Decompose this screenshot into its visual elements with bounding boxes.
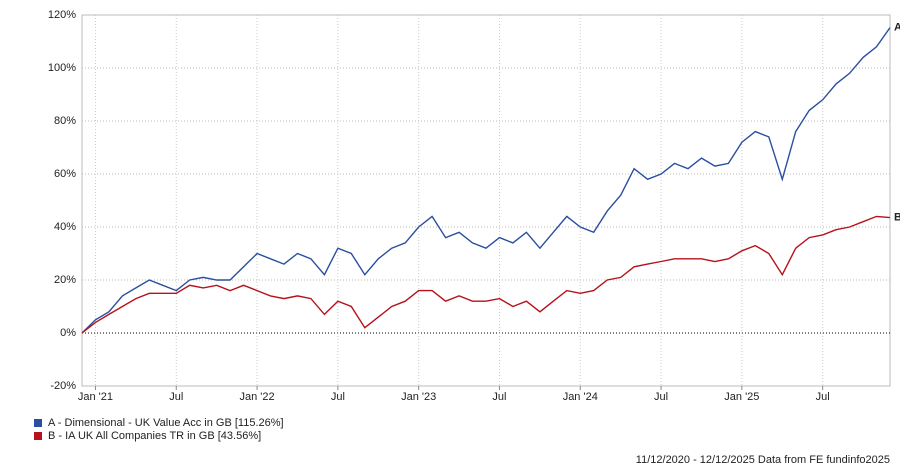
x-tick-label: Jul	[816, 391, 830, 403]
x-tick-label: Jan '23	[401, 391, 436, 403]
y-tick-label: 60%	[54, 168, 76, 180]
footnote: 11/12/2020 - 12/12/2025 Data from FE fun…	[636, 454, 890, 466]
y-tick-label: 120%	[48, 9, 76, 21]
y-tick-label: 20%	[54, 274, 76, 286]
legend-label: B - IA UK All Companies TR in GB [43.56%…	[48, 430, 261, 442]
x-tick-label: Jan '21	[78, 391, 113, 403]
x-tick-label: Jan '25	[724, 391, 759, 403]
series-line	[81, 215, 891, 334]
end-label: B	[894, 211, 900, 223]
series-line	[81, 27, 891, 334]
y-tick-label: 80%	[54, 115, 76, 127]
plot-frame	[81, 14, 891, 387]
y-tick-label: -20%	[50, 380, 76, 392]
x-tick-label: Jan '24	[563, 391, 598, 403]
end-label: A	[894, 21, 900, 33]
y-tick-label: 100%	[48, 62, 76, 74]
x-tick-label: Jul	[492, 391, 506, 403]
y-tick-label: 0%	[60, 327, 76, 339]
x-tick-label: Jan '22	[239, 391, 274, 403]
legend-label: A - Dimensional - UK Value Acc in GB [11…	[48, 417, 284, 429]
y-tick-label: 40%	[54, 221, 76, 233]
legend-swatch	[34, 419, 42, 427]
x-tick-label: Jul	[169, 391, 183, 403]
x-tick-label: Jul	[654, 391, 668, 403]
legend-swatch	[34, 432, 42, 440]
x-tick-label: Jul	[331, 391, 345, 403]
